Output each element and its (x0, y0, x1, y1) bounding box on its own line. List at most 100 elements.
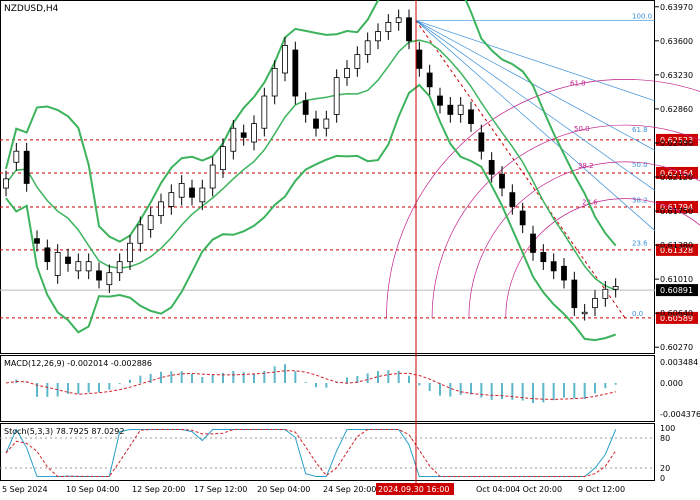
candle-body (468, 109, 474, 125)
candle-body (96, 270, 102, 281)
main-panel-frame (0, 0, 655, 354)
candle-body (168, 192, 175, 207)
price-axis: 0.63970 0.63600 0.63230 0.62860 0.62490 0.621… (655, 3, 693, 352)
fib-fan-line (415, 20, 656, 102)
price-tick-label: 0.60270 (660, 343, 693, 352)
macd-axis: 0.003484 0.000 -0.004376 (660, 358, 700, 419)
stoch-tick-label: 80 (660, 434, 670, 443)
fib-fan-label: 23.6 (632, 240, 648, 248)
candle-body (364, 40, 371, 56)
fibonacci-tools[interactable]: 100.0 61.8 50.0 38.2 23.6 0.0 61.8 50.0 38.2 23.6 (386, 13, 700, 319)
horizontal-levels[interactable]: 0.62523 0.62164 0.61794 0.61328 0.60589 0.608… (0, 133, 698, 324)
candle-body (385, 22, 392, 33)
candle-body (519, 210, 526, 226)
candle-body (220, 146, 226, 171)
bollinger-middle-band (5, 39, 616, 291)
candle-body (333, 77, 340, 115)
time-label: 12 Sep 20:00 (132, 485, 185, 494)
bollinger-upper-band (5, 0, 617, 247)
macd-tick-label: -0.004376 (660, 410, 700, 419)
candlesticks (3, 9, 619, 321)
candle-body (530, 233, 536, 253)
time-label: 10 Sep 04:00 (66, 485, 119, 494)
fib-fan-label: 38.2 (632, 196, 648, 204)
time-label: 17 Sep 12:00 (194, 485, 247, 494)
stoch-tick-label: 100 (660, 424, 675, 433)
candle-body (375, 31, 381, 42)
candle-body (313, 118, 319, 129)
fib-arc-label: 61.8 (570, 79, 586, 87)
macd-tick-label: 0.000 (660, 379, 683, 388)
price-tick-label: 0.63600 (660, 37, 693, 46)
candle-body (282, 45, 288, 74)
stoch-signal-line (5, 429, 617, 478)
fib-arc (386, 79, 700, 318)
bollinger-bands (5, 0, 617, 342)
fib-arc (468, 161, 700, 318)
price-level-badge (656, 133, 698, 146)
time-label: 9 Oct 12:00 (578, 485, 625, 494)
fib-arc (431, 124, 700, 318)
candle-body (85, 261, 92, 272)
time-label: 4 Oct 20:00 (515, 485, 562, 494)
candle-body (127, 242, 133, 263)
candle-body (323, 118, 330, 129)
price-level-label: 0.62523 (660, 136, 693, 145)
candle-body (199, 187, 206, 203)
candle-body (499, 173, 505, 189)
candle-body (509, 192, 516, 207)
candle-body (116, 261, 123, 274)
candle-body (106, 272, 113, 286)
fib-fan-label: 61.8 (632, 126, 648, 134)
price-tick-label: 0.63230 (660, 71, 693, 80)
candle-body (230, 127, 237, 152)
time-label: 20 Sep 04:00 (257, 485, 310, 494)
candle-body (406, 17, 412, 42)
candle-body (550, 261, 557, 272)
price-level-label: 0.60589 (660, 314, 693, 323)
candle-body (602, 288, 609, 299)
candle-body (571, 279, 578, 309)
macd-indicator (5, 364, 617, 403)
price-tick-label: 0.60640 (660, 309, 693, 318)
candle-body (75, 261, 82, 272)
candle-body (354, 54, 361, 69)
price-tick-label: 0.61750 (660, 207, 693, 216)
time-highlight-badge (376, 483, 454, 495)
candle-body (478, 132, 485, 152)
price-tick-label: 0.62490 (660, 139, 693, 148)
candle-body (488, 160, 495, 175)
candle-body (189, 187, 195, 198)
macd-tick-label: 0.003484 (660, 358, 698, 367)
fib-trend-line (415, 20, 626, 319)
candle-body (54, 252, 61, 276)
candle-body (344, 68, 350, 79)
fib-fan-label: 100.0 (632, 13, 652, 21)
stoch-tick-label: 20 (660, 464, 670, 473)
current-price-badge (656, 284, 698, 297)
candle-body (302, 100, 309, 115)
candle-body (240, 132, 247, 138)
fib-fan-line (415, 20, 656, 231)
fib-fan-label: 50.0 (632, 161, 648, 169)
price-level-badge (656, 200, 698, 213)
candle-body (44, 247, 51, 263)
candle-body (251, 123, 257, 143)
stoch-title: Stoch(5,3,3) 78.7925 87.0292 (4, 427, 124, 436)
candle-body (612, 286, 619, 290)
candle-body (65, 256, 71, 264)
price-level-badge (656, 243, 698, 256)
price-level-badge (656, 166, 698, 179)
candle-body (426, 72, 433, 88)
stochastic-indicator (0, 428, 655, 478)
candle-body (592, 298, 598, 309)
candle-body (209, 164, 216, 189)
candle-body (3, 178, 9, 189)
fib-arc-label: 50.0 (574, 125, 590, 133)
bollinger-lower-band (5, 83, 617, 342)
price-tick-label: 0.62120 (660, 173, 693, 182)
macd-panel-frame (0, 355, 655, 422)
candle-body (540, 252, 547, 263)
candle-body (271, 68, 278, 97)
